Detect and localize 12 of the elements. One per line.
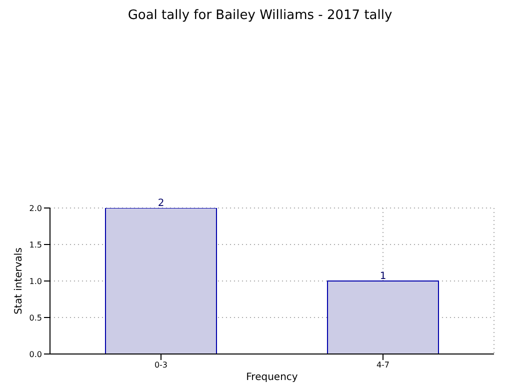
x-tick-label: 0-3 bbox=[154, 360, 168, 370]
y-tick-label: 0.5 bbox=[29, 313, 42, 322]
data-label: 1 bbox=[380, 271, 386, 282]
x-tick-label: 4-7 bbox=[376, 360, 390, 370]
y-tick-label: 1.5 bbox=[29, 240, 42, 250]
y-tick-label: 1.0 bbox=[29, 276, 42, 286]
y-axis-title: Stat intervals bbox=[14, 248, 25, 314]
y-tick-label: 0.0 bbox=[29, 350, 42, 359]
chart-title: Goal tally for Bailey Williams - 2017 tally bbox=[126, 8, 394, 23]
x-axis-title: Frequency bbox=[246, 372, 298, 383]
y-tick-label: 2.0 bbox=[29, 204, 42, 213]
data-label: 2 bbox=[158, 198, 164, 209]
